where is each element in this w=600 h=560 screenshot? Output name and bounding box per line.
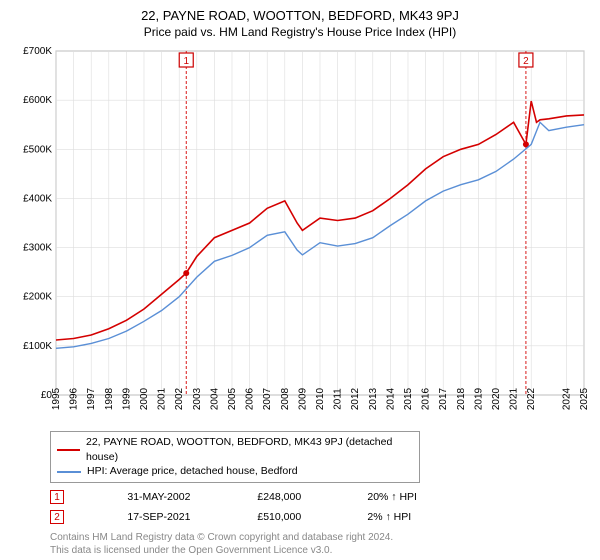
svg-text:£100K: £100K	[23, 341, 52, 352]
svg-text:1: 1	[183, 56, 189, 67]
svg-text:2011: 2011	[333, 388, 344, 410]
svg-text:2000: 2000	[139, 387, 150, 410]
svg-text:2025: 2025	[579, 387, 590, 410]
tx-date: 17-SEP-2021	[127, 507, 257, 527]
svg-text:2010: 2010	[315, 387, 326, 410]
svg-text:£500K: £500K	[23, 144, 52, 155]
svg-text:1995: 1995	[51, 387, 62, 410]
svg-text:2019: 2019	[473, 387, 484, 410]
svg-text:2: 2	[523, 56, 529, 67]
svg-text:2017: 2017	[438, 387, 449, 410]
tx-delta: 2% ↑ HPI	[367, 507, 570, 527]
tx-date: 31-MAY-2002	[127, 487, 257, 507]
footnote: Contains HM Land Registry data © Crown c…	[50, 531, 590, 557]
svg-text:2007: 2007	[262, 387, 273, 410]
svg-text:2014: 2014	[385, 387, 396, 410]
page-subtitle: Price paid vs. HM Land Registry's House …	[10, 25, 590, 39]
svg-text:£600K: £600K	[23, 95, 52, 106]
svg-text:2015: 2015	[403, 387, 414, 410]
svg-text:2008: 2008	[280, 387, 291, 410]
svg-text:1999: 1999	[121, 387, 132, 410]
svg-text:2009: 2009	[297, 387, 308, 410]
legend-swatch	[57, 471, 81, 473]
legend-row: HPI: Average price, detached house, Bedf…	[57, 464, 413, 479]
svg-text:£200K: £200K	[23, 292, 52, 303]
legend: 22, PAYNE ROAD, WOOTTON, BEDFORD, MK43 9…	[50, 431, 420, 483]
tx-price: £248,000	[257, 487, 367, 507]
svg-text:2013: 2013	[368, 387, 379, 410]
svg-text:2012: 2012	[350, 387, 361, 410]
svg-text:2004: 2004	[209, 387, 220, 410]
svg-text:1996: 1996	[69, 387, 80, 410]
svg-text:2024: 2024	[561, 387, 572, 410]
table-row: 1 31-MAY-2002£248,00020% ↑ HPI	[50, 487, 570, 507]
svg-text:£300K: £300K	[23, 243, 52, 254]
svg-text:2021: 2021	[509, 387, 520, 410]
svg-text:2006: 2006	[245, 387, 256, 410]
tx-price: £510,000	[257, 507, 367, 527]
legend-label: HPI: Average price, detached house, Bedf…	[87, 464, 298, 479]
svg-text:2020: 2020	[491, 387, 502, 410]
svg-text:2018: 2018	[456, 387, 467, 410]
footnote-line: Contains HM Land Registry data © Crown c…	[50, 531, 590, 544]
svg-text:2002: 2002	[174, 387, 185, 410]
tx-delta: 20% ↑ HPI	[367, 487, 570, 507]
transactions-table: 1 31-MAY-2002£248,00020% ↑ HPI 2 17-SEP-202…	[50, 487, 570, 527]
svg-text:1997: 1997	[86, 387, 97, 410]
footnote-line: This data is licensed under the Open Gov…	[50, 544, 590, 557]
svg-text:2016: 2016	[421, 387, 432, 410]
price-chart: £0£100K£200K£300K£400K£500K£600K£700K199…	[10, 45, 590, 425]
legend-swatch	[57, 449, 80, 451]
svg-text:£400K: £400K	[23, 193, 52, 204]
svg-text:1998: 1998	[104, 387, 115, 410]
legend-label: 22, PAYNE ROAD, WOOTTON, BEDFORD, MK43 9…	[86, 435, 413, 464]
svg-text:£700K: £700K	[23, 46, 52, 57]
tx-marker: 1	[50, 490, 64, 504]
legend-row: 22, PAYNE ROAD, WOOTTON, BEDFORD, MK43 9…	[57, 435, 413, 464]
svg-text:2022: 2022	[526, 387, 537, 410]
svg-text:2001: 2001	[157, 387, 168, 410]
tx-marker: 2	[50, 510, 64, 524]
svg-text:2003: 2003	[192, 387, 203, 410]
page-title: 22, PAYNE ROAD, WOOTTON, BEDFORD, MK43 9…	[10, 8, 590, 23]
table-row: 2 17-SEP-2021£510,0002% ↑ HPI	[50, 507, 570, 527]
svg-text:2005: 2005	[227, 387, 238, 410]
